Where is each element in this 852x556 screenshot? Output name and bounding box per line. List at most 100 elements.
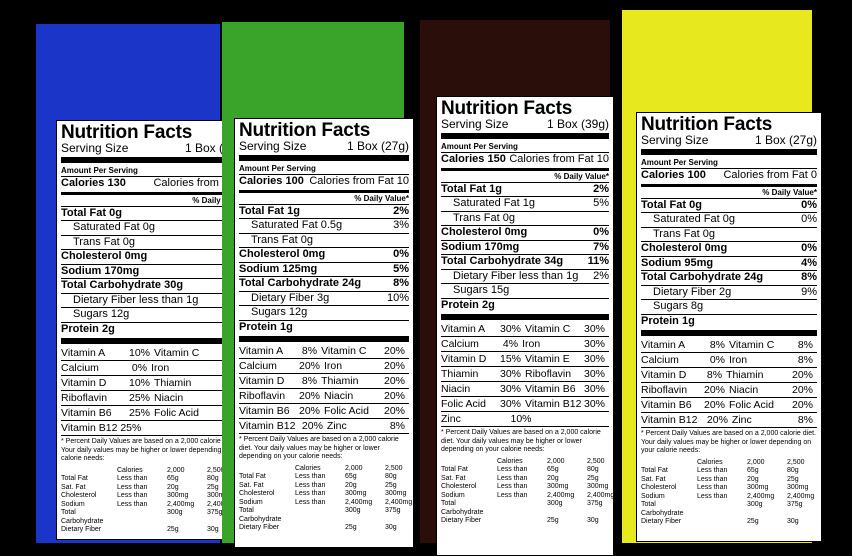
nutrient-row: Dietary Fiber less than 1g 2% — [453, 269, 609, 282]
nutrient-row: Protein 1g — [239, 320, 293, 333]
vitamin-row: Vitamin B6 20% Folic Acid 20% — [641, 398, 817, 413]
nutrient-row: Saturated Fat 0g0% — [73, 221, 247, 233]
cereal-box-blue: Nutrition Facts Serving Size 1 Box (34g) Am… — [36, 24, 252, 543]
nutrient-row: Total Carbohydrate 24g 8% — [239, 277, 409, 289]
nutrient-row: Dietary Fiber 2g 9% — [653, 285, 817, 298]
nutrition-facts-title: Nutrition Facts — [239, 120, 371, 141]
nutrient-row: Dietary Fiber 3g 10% — [251, 291, 409, 304]
daily-values-table: Calories 2,000 2,500 Total Fat Less than 65g 8… — [239, 464, 413, 532]
cereal-box-yellow: Nutrition Facts Serving Size 1 Box (27g) Am… — [622, 10, 822, 543]
nutrient-row: Sugars 8g — [653, 300, 704, 312]
daily-values-table: Calories 2,000 2,500 Total Fat Less than 65g 8… — [641, 458, 815, 526]
calories: Calories 100 — [239, 175, 304, 187]
vitamin-row: Vitamin A 8% Vitamin C 20% — [239, 344, 409, 359]
vitamin-row: Vitamin B12 20% Zinc 8% — [239, 419, 409, 434]
calories: Calories 150 — [441, 153, 506, 165]
nutrition-panel-2: Nutrition Facts Serving Size 1 Box (27g) Am… — [234, 118, 414, 548]
calories-from-fat: Calories from Fat 0 — [723, 169, 817, 181]
vitamin-row: Calcium 4% Iron 30% — [441, 337, 609, 352]
nutrient-row: Protein 2g — [441, 298, 495, 311]
nutrient-row: Protein 1g — [641, 314, 695, 327]
nutrient-row: Sugars 12g — [73, 308, 130, 320]
vitamin-row: Vitamin B6 20% Folic Acid 20% — [239, 404, 409, 419]
nutrition-facts-title: Nutrition Facts — [641, 114, 773, 135]
vitamin-row: Vitamin A 8% Vitamin C 8% — [641, 338, 817, 353]
nutrient-row: Trans Fat 0g — [653, 227, 715, 240]
daily-value-header: % Daily Value* — [762, 187, 817, 197]
vitamin-row: Calcium 20% Iron 20% — [239, 359, 409, 374]
calories-from-fat: Calories from Fat 10 — [309, 175, 409, 187]
footnote: * Percent Daily Values are based on a 2,… — [61, 438, 247, 462]
calories: Calories 130 — [61, 177, 126, 189]
serving-size-label: Serving Size — [61, 141, 129, 155]
nutrient-row: Trans Fat 0g — [251, 233, 313, 246]
nutrient-row: Sugars 12g — [251, 306, 308, 318]
nutrient-row: Sugars 15g — [453, 284, 510, 296]
nutrient-row: Sodium 95mg 4% — [641, 256, 817, 269]
vitamin-row: Vitamin D 15% Vitamin E 30% — [441, 352, 609, 367]
nutrient-row: Total Carbohydrate 24g 8% — [641, 271, 817, 283]
vitamin-row: Vitamin B12 20% Zinc 8% — [641, 413, 817, 428]
vitamin-row: Vitamin A10%Vitamin C10% — [61, 346, 247, 361]
daily-value-header: % Daily Value* — [192, 195, 247, 205]
nutrient-row: Saturated Fat 0.5g 3% — [251, 219, 409, 231]
vitamin-row: Vitamin D 8% Thiamin 20% — [641, 368, 817, 383]
vitamin-row: Calcium 0% Iron 8% — [641, 353, 817, 368]
vitamin-row: Folic Acid 30% Vitamin B12 30% — [441, 397, 609, 412]
nutrition-facts-title: Nutrition Facts — [61, 122, 193, 143]
nutrient-row: Sodium 125mg 5% — [239, 262, 409, 275]
footnote: * Percent Daily Values are based on a 2,… — [441, 429, 601, 453]
amount-per-serving: Amount Per Serving — [61, 166, 138, 175]
nutrient-row: Total Carbohydrate 34g 11% — [441, 255, 609, 267]
nutrient-row: Saturated Fat 1g 5% — [453, 197, 609, 209]
nutrition-panel-4: Nutrition Facts Serving Size 1 Box (27g) Am… — [636, 112, 822, 542]
calories-from-fat: Calories from Fat 10 — [509, 153, 609, 165]
vitamin-row: Vitamin A 30% Vitamin C 30% — [441, 322, 609, 337]
vitamin-row: Vitamin B12 25% — [61, 421, 247, 436]
vitamin-row: Zinc 10% — [441, 412, 609, 427]
vitamin-row: Vitamin D10%Thiamin25% — [61, 376, 247, 391]
nutrition-facts-title: Nutrition Facts — [441, 98, 573, 119]
serving-size-label: Serving Size — [641, 133, 709, 147]
vitamin-row: Riboflavin 20% Niacin 20% — [641, 383, 817, 398]
nutrient-row: Trans Fat 0g — [453, 211, 515, 224]
vitamin-row: Thiamin 30% Riboflavin 30% — [441, 367, 609, 382]
nutrient-row: Total Fat 0g0% — [61, 206, 247, 219]
nutrient-row: Protein 2g — [61, 322, 115, 335]
serving-size-value: 1 Box (27g) — [754, 133, 817, 147]
nutrient-row: Total Fat 1g 2% — [441, 182, 609, 195]
serving-size-value: 1 Box (27g) — [346, 139, 409, 153]
nutrient-row: Total Fat 1g 2% — [239, 204, 409, 217]
nutrient-row: Dietary Fiber less than 1g3% — [73, 293, 247, 306]
vitamin-row: Niacin 30% Vitamin B6 30% — [441, 382, 609, 397]
daily-values-table: Calories 2,000 2,500 Total Fat Less than 65g 8… — [61, 466, 235, 534]
cereal-box-brown: Nutrition Facts Serving Size 1 Box (39g) Am… — [420, 20, 614, 556]
daily-value-header: % Daily Value* — [354, 193, 409, 203]
footnote: * Percent Daily Values are based on a 2,… — [641, 430, 816, 454]
serving-size-label: Serving Size — [239, 139, 307, 153]
nutrient-row: Trans Fat 0g — [73, 235, 135, 248]
cereal-box-green: Nutrition Facts Serving Size 1 Box (27g) Am… — [222, 22, 414, 548]
serving-size-label: Serving Size — [441, 117, 509, 131]
daily-values-table: Calories 2,000 2,500 Total Fat Less than 65g 8… — [441, 457, 614, 525]
vitamin-row: Vitamin D 8% Thiamin 20% — [239, 374, 409, 389]
nutrition-panel-3: Nutrition Facts Serving Size 1 Box (39g) Am… — [436, 96, 614, 556]
amount-per-serving: Amount Per Serving — [441, 142, 518, 151]
serving-size-value: 1 Box (39g) — [546, 117, 609, 131]
amount-per-serving: Amount Per Serving — [239, 164, 316, 173]
footnote: * Percent Daily Values are based on a 2,… — [239, 436, 399, 460]
amount-per-serving: Amount Per Serving — [641, 158, 718, 167]
nutrition-panel-1: Nutrition Facts Serving Size 1 Box (34g) Am… — [56, 120, 252, 540]
calories: Calories 100 — [641, 169, 706, 181]
